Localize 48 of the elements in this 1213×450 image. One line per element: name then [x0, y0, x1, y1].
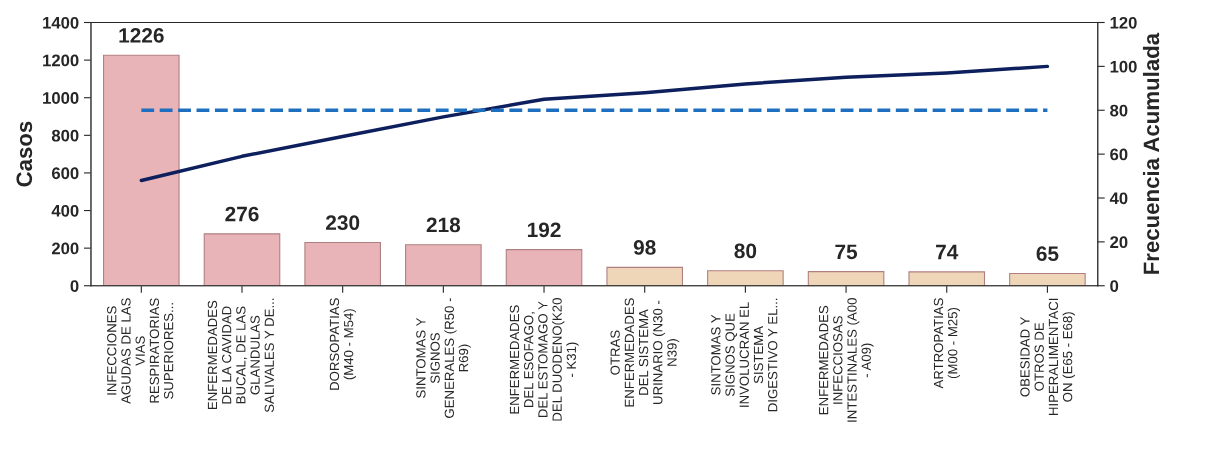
data-label: 218: [426, 217, 461, 233]
data-label: 75: [835, 244, 858, 260]
y2-tick-label: 80: [1110, 104, 1128, 117]
y-tick-label: 0: [70, 280, 79, 292]
y-tick-label: 600: [51, 167, 79, 180]
y2-tick-label: 100: [1110, 60, 1137, 73]
data-label: 192: [527, 222, 561, 238]
data-label: 65: [1036, 246, 1059, 262]
y2-tick-label: 0: [1110, 280, 1119, 292]
x-tick-label: OBESIDAD Y OTROS DE HIPERALIMENTACI ON (E65 - E68): [1020, 298, 1075, 415]
x-tick-label: ENFERMEDADES DE LA CAVIDAD BUCAL, DE LAS GLANDULAS SALIVALES Y DE...: [207, 298, 274, 413]
y-tick-label: 1200: [43, 54, 79, 67]
data-label: 1226: [119, 28, 164, 43]
data-label: 230: [326, 215, 360, 231]
x-tick-label: SINTOMAS Y SIGNOS QUE INVOLUCRAN EL SISTEMA DIGESTIVO Y EL...: [711, 298, 778, 412]
x-tick-label: OTRAS ENFERMEDADES DEL SISTEMA URINARIO (N30 - N39): [610, 298, 680, 407]
y2-tick-label: 60: [1110, 148, 1128, 161]
bar: [405, 244, 482, 286]
bar: [908, 271, 986, 286]
x-tick-label: INFECCIONES AGUDAS DE LAS VIAS RESPIRATORIAS SUPERIORES...: [107, 298, 174, 404]
y-tick-label: 1400: [43, 16, 79, 29]
x-tick-label: ARTROPATIAS (M00 - M25): [933, 298, 960, 389]
y2-tick-label: 20: [1110, 236, 1128, 249]
y2-tick-label: 120: [1110, 16, 1137, 29]
y-tick-label: 800: [51, 129, 79, 142]
bar: [103, 54, 180, 286]
bar: [505, 249, 583, 286]
y-tick-label: 200: [51, 242, 79, 255]
y2-tick-label: 40: [1109, 192, 1128, 205]
bar: [807, 271, 885, 286]
x-tick-label: ENFERMEDADES INFECCIOSAS INTESTINALES (A00 - A09): [818, 298, 874, 422]
bar: [1009, 272, 1086, 286]
y2-axis-title: Frecuencia Acumulada: [1142, 32, 1160, 274]
bar: [203, 233, 281, 286]
y-axis-title: Casos: [16, 121, 33, 187]
bar: [707, 270, 784, 286]
x-tick-label: DORSOPATIAS (M40 - M54): [329, 298, 356, 390]
x-tick-label: ENFERMEDADES DEL ESOFAGO, DEL ESTOMAGO Y DEL DUODENO(K20 - K31): [509, 298, 579, 421]
y-tick-label: 400: [51, 204, 79, 217]
bar: [606, 266, 684, 286]
data-label: 98: [633, 240, 656, 255]
line-series: [139, 64, 1050, 183]
data-label: 80: [734, 243, 757, 259]
data-label: 276: [225, 206, 259, 222]
bar: [304, 241, 381, 286]
y-tick-label: 1000: [43, 92, 79, 104]
x-tick-label: SINTOMAS Y SIGNOS GENERALES (R50 - R69): [416, 298, 471, 418]
data-label: 74: [936, 244, 959, 260]
